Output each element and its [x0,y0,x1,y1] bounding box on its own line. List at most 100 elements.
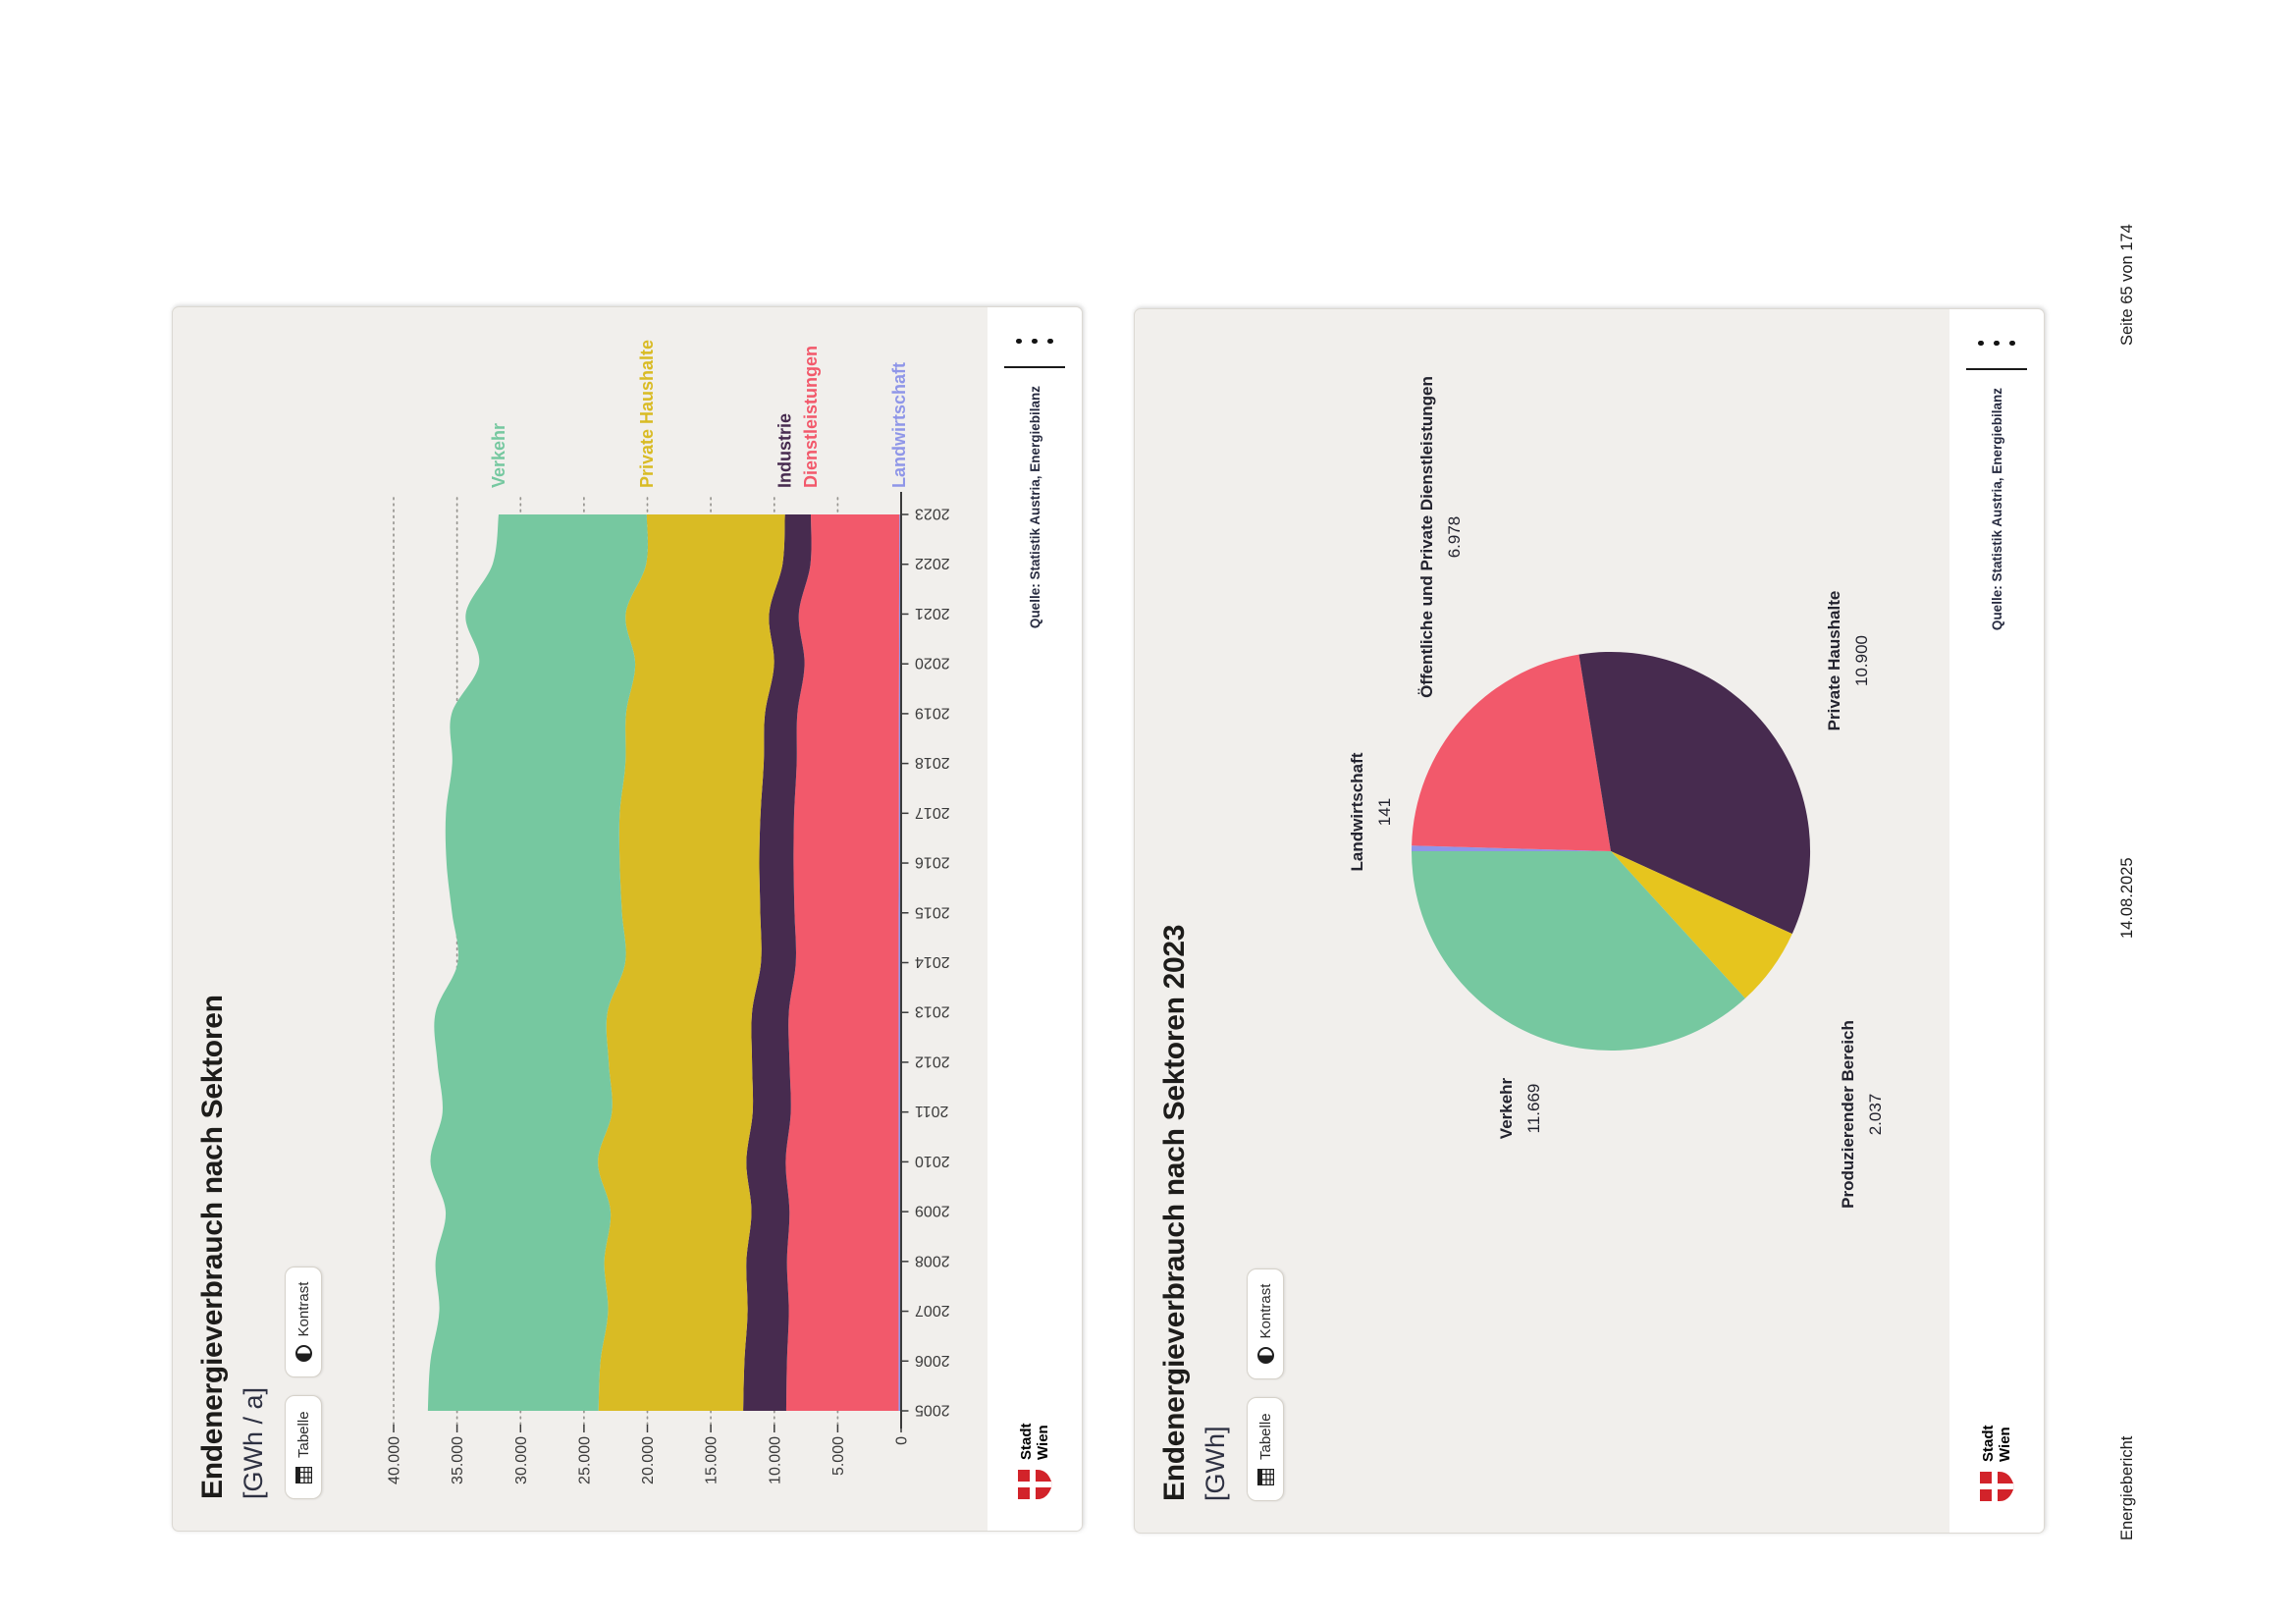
pie-label-value: 141 [1375,798,1394,826]
card-footer: Stadt Wien Quelle: Statistik Austria, En… [1949,309,2044,1533]
overflow-menu-icon [1016,339,1022,345]
wien-shield-icon [1017,1470,1052,1499]
pie-label-name: Verkehr [1497,1077,1516,1139]
x-tick-label: 2022 [915,555,950,571]
pie-slice-4 [1412,851,1745,1051]
pie-label-value: 10.900 [1852,635,1871,686]
x-tick-label: 2021 [915,605,950,621]
table-icon [294,1467,312,1483]
pie-chart: Landwirtschaft 141 Öffentliche und Private… [1348,376,1885,1209]
y-tick-label: 35.000 [450,1436,466,1484]
pie-label-value: 6.978 [1445,516,1464,559]
table-button[interactable]: Tabelle [1247,1397,1284,1501]
card-subtitle: [GWh / a] [239,1386,268,1499]
pie-label-name: Produzierender Bereich [1839,1020,1857,1209]
logo-line1: Stadt [1980,1425,1997,1463]
table-button-label: Tabelle [294,1411,312,1458]
page-footer-report: Energiebericht [2118,1435,2136,1540]
series-label: Landwirtschaft [889,362,909,488]
x-tick-label: 2009 [915,1203,950,1219]
logo-line1: Stadt [1018,1423,1035,1461]
y-tick-label: 10.000 [767,1436,783,1484]
contrast-button[interactable]: Kontrast [1247,1267,1284,1380]
source-text: Quelle: Statistik Austria, Energiebilanz [1027,386,1042,629]
x-tick-label: 2013 [915,1003,950,1020]
card-head: Endenergieverbrauch nach Sektoren [GWh /… [196,995,322,1499]
pie-label-value: 2.037 [1866,1094,1885,1136]
pie-label-name: Öffentliche und Private Dienstleistungen [1417,376,1436,698]
contrast-button[interactable]: Kontrast [285,1266,322,1378]
table-icon [1256,1469,1274,1485]
x-tick-label: 2007 [915,1302,950,1319]
x-tick-label: 2014 [915,953,950,970]
pie-slice-1 [1412,654,1611,851]
x-tick-label: 2017 [915,804,950,821]
card-title: Endenergieverbrauch nach Sektoren [196,995,229,1499]
card-footer: Stadt Wien Quelle: Statistik Austria, En… [988,307,1082,1531]
x-tick-label: 2016 [915,854,950,871]
footer-right: Quelle: Statistik Austria, Energiebilanz [1966,335,2027,630]
page-footer-date: 14.08.2025 [2118,857,2136,939]
table-button[interactable]: Tabelle [285,1395,322,1499]
card-subtitle: [GWh] [1201,1426,1230,1501]
x-tick-label: 2023 [915,506,950,522]
area-band-private-haushalte [598,514,785,1411]
overflow-menu-icon [1978,341,1984,347]
pie-label-name: Private Haushalte [1825,591,1843,731]
y-tick-label: 20.000 [640,1436,657,1484]
series-label: Dienstleistungen [801,346,821,488]
area-band-industrie [743,514,812,1411]
y-tick-label: 25.000 [576,1436,593,1484]
pie-slice-2 [1578,651,1811,935]
overflow-menu-button[interactable] [1010,333,1059,351]
x-tick-label: 2015 [915,903,950,920]
pie-slice-3 [1611,851,1792,998]
pie-slice-0 [1412,845,1611,851]
button-row: Tabelle Kontrast [285,995,322,1499]
logo-text: Stadt Wien [1018,1424,1051,1461]
area-chart: 0 5.000 10.000 15.000 20.000 25.000 30.000 35.0… [387,340,950,1484]
wien-shield-icon [1979,1472,2014,1501]
pie-chart-card: Landwirtschaft 141 Öffentliche und Private… [1134,308,2045,1534]
x-tick-label: 2011 [915,1103,949,1119]
x-tick-label: 2018 [915,754,950,771]
y-tick-label: 0 [894,1436,911,1445]
pie-label-name: Landwirtschaft [1348,752,1366,871]
logo-line2: Wien [1997,1427,2013,1462]
x-tick-label: 2012 [915,1052,950,1069]
contrast-button-label: Kontrast [294,1281,312,1337]
y-tick-label: 15.000 [704,1436,721,1484]
contrast-button-label: Kontrast [1256,1283,1274,1339]
area-band-verkehr [427,514,648,1411]
footer-right: Quelle: Statistik Austria, Energiebilanz [1004,333,1065,628]
source-text: Quelle: Statistik Austria, Energiebilanz [1989,388,2004,631]
contrast-icon [1256,1347,1274,1365]
series-label: Verkehr [489,423,508,488]
series-label: Industrie [775,413,795,488]
x-tick-label: 2005 [915,1402,950,1419]
x-tick-label: 2010 [915,1153,950,1169]
page-footer-page-number: Seite 65 von 174 [2118,224,2136,346]
x-tick-label: 2006 [915,1352,950,1369]
footer-separator [1004,366,1065,368]
y-tick-label: 5.000 [830,1436,847,1476]
table-button-label: Tabelle [1256,1413,1274,1460]
area-chart-card: 0 5.000 10.000 15.000 20.000 25.000 30.000 35.0… [172,306,1083,1532]
logo-text: Stadt Wien [1980,1426,2013,1463]
logo-line2: Wien [1035,1425,1051,1460]
stadt-wien-logo: Stadt Wien [1979,1426,2014,1501]
stadt-wien-logo: Stadt Wien [1017,1424,1052,1499]
contrast-icon [294,1345,312,1363]
y-tick-label: 40.000 [387,1436,403,1484]
footer-separator [1966,368,2027,370]
y-tick-label: 30.000 [513,1436,530,1484]
pie-label-value: 11.669 [1524,1084,1543,1134]
x-tick-label: 2020 [915,655,950,672]
overflow-menu-button[interactable] [1972,335,2021,352]
x-tick-label: 2019 [915,704,950,721]
button-row: Tabelle Kontrast [1247,925,1284,1501]
area-band-dienstleistungen [785,514,900,1411]
x-tick-label: 2008 [915,1252,950,1268]
card-title: Endenergieverbrauch nach Sektoren 2023 [1158,924,1191,1501]
